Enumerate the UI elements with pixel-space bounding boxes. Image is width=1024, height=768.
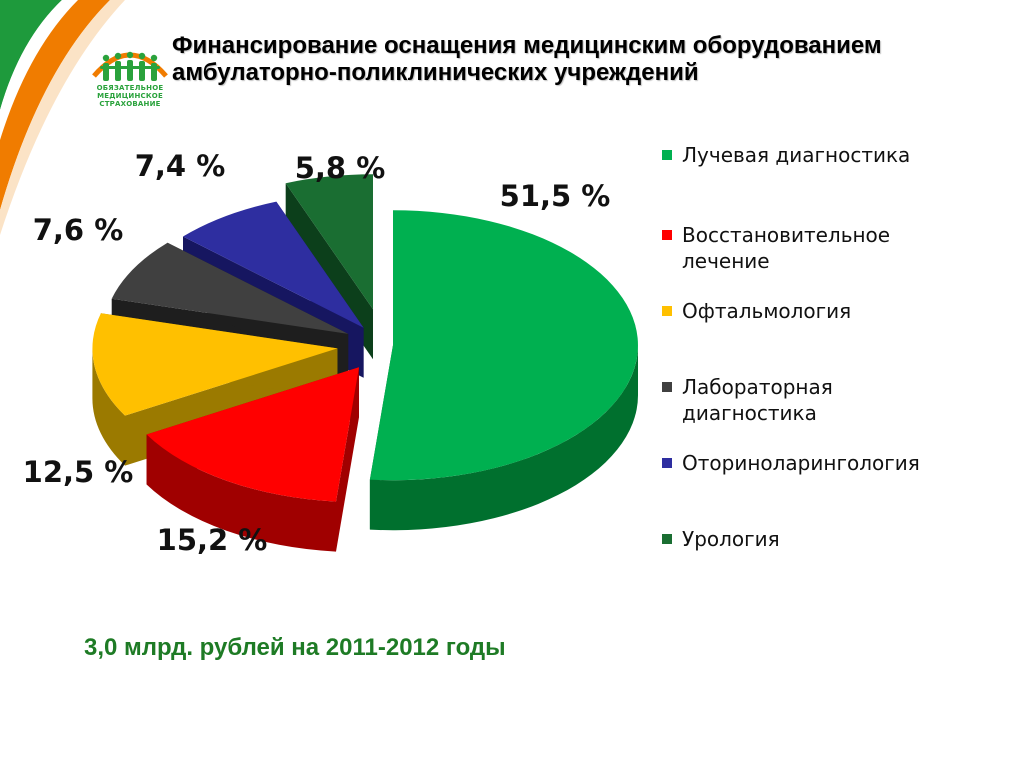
funding-total-note: 3,0 млрд. рублей на 2011-2012 годы: [84, 634, 506, 661]
slice-top: [146, 367, 359, 502]
slice-side: [369, 345, 638, 531]
legend-item-otorino: Оториноларингология: [662, 450, 1002, 476]
slice-top: [183, 201, 364, 328]
slice-label-1: 51,5 %: [500, 179, 611, 213]
oms-logo-icon: [92, 51, 168, 81]
legend-label: Оториноларингология: [682, 451, 920, 475]
legend-label: Урология: [682, 527, 780, 551]
pie-chart: 51,5 % 15,2 % 12,5 % 7,6 % 7,4 % 5,8 %: [23, 149, 638, 557]
logo-caption: ОБЯЗАТЕЛЬНОЕ МЕДИЦИНСКОЕ СТРАХОВАНИЕ: [80, 84, 180, 108]
logo-line: МЕДИЦИНСКОЕ: [97, 92, 163, 100]
pie-slice-1: [369, 210, 638, 531]
slice-label-6: 5,8 %: [295, 151, 386, 185]
legend-item-laboratornaya: Лабораторная диагностика: [662, 374, 1002, 426]
title-line-2: амбулаторно-поликлинических учреждений: [172, 59, 699, 86]
legend-item-oftalmologiya: Офтальмология: [662, 298, 1002, 324]
white-gap: [0, 0, 78, 140]
legend-label: Восстановительное лечение: [682, 223, 891, 273]
slice-side: [146, 434, 336, 552]
legend-swatch: [662, 150, 672, 160]
legend-item-vosstanovitelnoe: Восстановительное лечение: [662, 222, 1002, 274]
green-swoosh: [0, 0, 62, 110]
legend-label: Лабораторная диагностика: [682, 375, 833, 425]
slice-side: [92, 348, 125, 466]
slice-label-2: 15,2 %: [157, 523, 268, 557]
orange-swoosh: [0, 0, 110, 210]
slice-top: [369, 210, 638, 481]
legend-swatch: [662, 306, 672, 316]
legend-swatch: [662, 458, 672, 468]
page-title: Финансирование оснащения медицинским обо…: [172, 32, 1012, 86]
pie-slice-2: [146, 367, 359, 552]
logo-line: СТРАХОВАНИЕ: [99, 100, 161, 108]
logo-line: ОБЯЗАТЕЛЬНОЕ: [96, 84, 164, 92]
legend-swatch: [662, 382, 672, 392]
legend-label: Лучевая диагностика: [682, 143, 911, 167]
title-line-1: Финансирование оснащения медицинским обо…: [172, 32, 882, 59]
legend-swatch: [662, 534, 672, 544]
slice-top: [92, 313, 338, 416]
legend-label: Офтальмология: [682, 299, 852, 323]
slice-label-5: 7,4 %: [135, 149, 226, 183]
slice-label-3: 12,5 %: [23, 455, 134, 489]
legend-item-luchevaya: Лучевая диагностика: [662, 142, 1002, 168]
people-group-logo-icon: [100, 51, 160, 81]
corner-decoration: [0, 0, 125, 235]
slice-top: [111, 242, 349, 334]
slice-top: [285, 174, 373, 310]
slice-label-4: 7,6 %: [33, 213, 124, 247]
legend-swatch: [662, 230, 672, 240]
legend-item-urologiya: Урология: [662, 526, 1002, 552]
